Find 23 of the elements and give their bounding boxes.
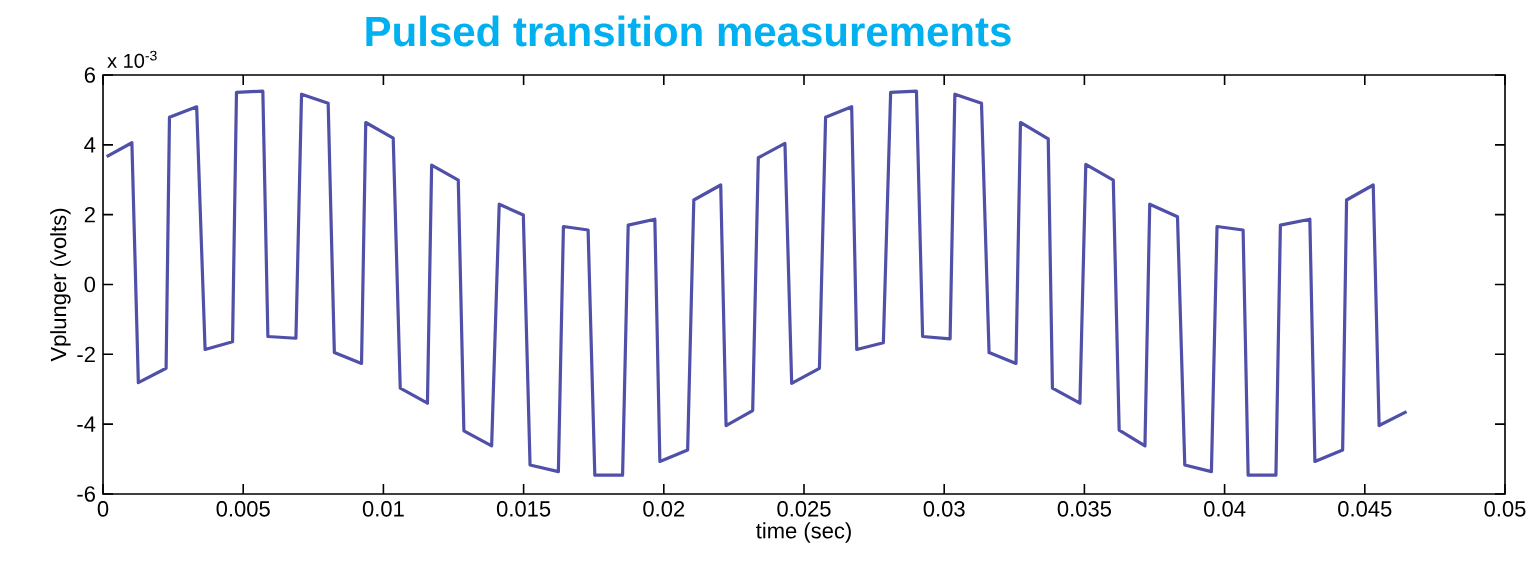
x-axis-title: time (sec) — [756, 522, 851, 543]
y-tick-label: 4 — [84, 137, 96, 153]
x-tick-label: 0.045 — [1338, 501, 1392, 517]
text: x 10$^{-3}$ — [107, 50, 157, 68]
x-tick-label: 0.02 — [643, 501, 685, 517]
y-tick-label: -4 — [77, 416, 96, 432]
chart-title: Pulsed transition measurements — [366, 15, 1011, 47]
y-tick-label: 0 — [84, 276, 96, 293]
x-tick-label: 0.025 — [777, 501, 831, 517]
y-tick-label: 6 — [84, 67, 95, 83]
x-tick-label: 0.05 — [1484, 501, 1526, 517]
x-tick-label: 0.015 — [496, 501, 551, 517]
x-tick-label: 0.005 — [216, 501, 270, 517]
y-axis-title: Vplunger (volts) — [50, 208, 71, 362]
x-tick-label: 0.01 — [362, 501, 404, 517]
y-tick-label: -2 — [77, 346, 95, 363]
x-tick-label: 0.035 — [1057, 501, 1111, 517]
x-tick-label: 0 — [97, 501, 109, 517]
y-tick-label: 2 — [84, 207, 95, 223]
x-tick-label: 0.04 — [1204, 501, 1246, 517]
y-tick-label: -6 — [77, 486, 95, 502]
x-tick-label: 0.03 — [923, 501, 965, 517]
line-series — [105, 89, 1409, 477]
